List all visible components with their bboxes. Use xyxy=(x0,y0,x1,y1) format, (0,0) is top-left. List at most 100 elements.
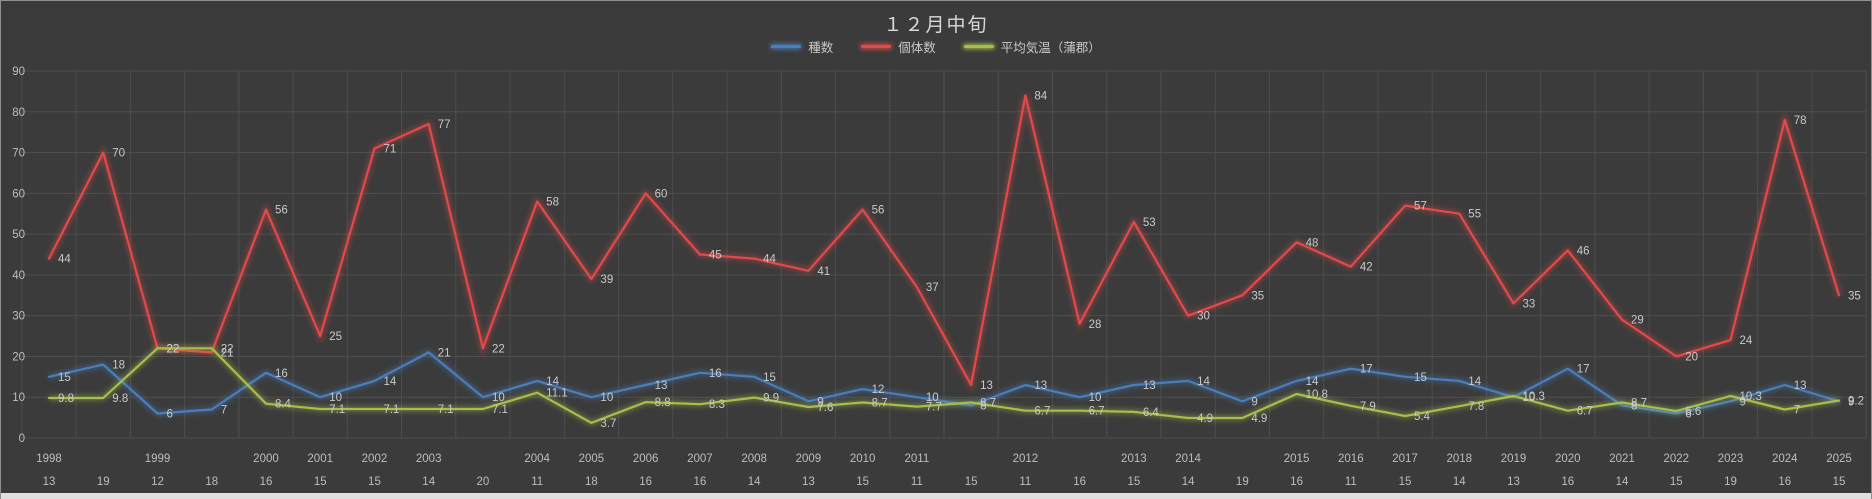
svg-text:40: 40 xyxy=(12,270,25,282)
svg-text:2024: 2024 xyxy=(1772,453,1798,465)
series-line-個体数 xyxy=(46,94,1842,393)
svg-text:2019: 2019 xyxy=(1501,453,1527,465)
svg-text:41: 41 xyxy=(817,266,830,278)
svg-text:22: 22 xyxy=(166,343,179,355)
svg-text:14: 14 xyxy=(1616,476,1629,488)
svg-text:30: 30 xyxy=(1197,311,1210,323)
svg-text:25: 25 xyxy=(329,331,342,343)
svg-text:1998: 1998 xyxy=(36,453,62,465)
svg-text:20: 20 xyxy=(477,476,490,488)
svg-text:2023: 2023 xyxy=(1718,453,1744,465)
svg-text:15: 15 xyxy=(368,476,381,488)
svg-text:19: 19 xyxy=(1724,476,1737,488)
series-line-種数 xyxy=(47,349,1841,417)
svg-text:2017: 2017 xyxy=(1392,453,1418,465)
svg-text:77: 77 xyxy=(438,119,451,131)
svg-text:19: 19 xyxy=(97,476,110,488)
svg-text:6: 6 xyxy=(166,409,172,421)
svg-text:6.7: 6.7 xyxy=(1577,406,1593,418)
svg-text:3.7: 3.7 xyxy=(600,418,616,430)
svg-text:7.9: 7.9 xyxy=(1360,401,1376,413)
data-labels-種数: 15 18 6 7 16 10 14 21 10 14 10 13 16 15 9 12 10 8 13 10 13 14… xyxy=(58,347,1854,420)
svg-text:10: 10 xyxy=(600,392,613,404)
svg-text:16: 16 xyxy=(260,476,273,488)
svg-text:15: 15 xyxy=(856,476,869,488)
svg-text:24: 24 xyxy=(1740,335,1753,347)
svg-text:14: 14 xyxy=(1182,476,1195,488)
svg-text:10: 10 xyxy=(1089,392,1102,404)
svg-text:2009: 2009 xyxy=(796,453,822,465)
svg-text:15: 15 xyxy=(58,372,71,384)
svg-text:9: 9 xyxy=(1251,396,1257,408)
svg-text:14: 14 xyxy=(1197,376,1210,388)
svg-text:2010: 2010 xyxy=(850,453,876,465)
svg-text:8: 8 xyxy=(1631,400,1637,412)
svg-text:8.7: 8.7 xyxy=(1631,398,1647,410)
svg-text:8: 8 xyxy=(980,400,986,412)
chart-legend: 種数 個体数 平均気温（蒲郡） xyxy=(1,37,1871,56)
svg-text:10: 10 xyxy=(12,392,25,404)
svg-text:15: 15 xyxy=(1833,476,1846,488)
svg-text:35: 35 xyxy=(1251,290,1264,302)
svg-text:2022: 2022 xyxy=(1663,453,1689,465)
svg-text:7.1: 7.1 xyxy=(329,404,345,416)
svg-text:14: 14 xyxy=(383,376,396,388)
svg-text:8.7: 8.7 xyxy=(980,398,996,410)
svg-text:14: 14 xyxy=(546,376,559,388)
svg-text:2007: 2007 xyxy=(687,453,713,465)
svg-text:7.1: 7.1 xyxy=(383,404,399,416)
svg-text:13: 13 xyxy=(802,476,815,488)
svg-text:18: 18 xyxy=(112,360,125,372)
y-axis-labels: 0 10 20 30 40 50 60 70 80 90 xyxy=(12,66,25,445)
svg-text:16: 16 xyxy=(1561,476,1574,488)
x-axis-labels: 1998 13 19 1999 12 18 2000 16 2001 15 2002 15 2003 14… xyxy=(36,453,1852,488)
svg-text:22: 22 xyxy=(166,343,179,355)
svg-text:4.9: 4.9 xyxy=(1251,413,1267,425)
svg-text:10: 10 xyxy=(926,392,939,404)
data-labels-平均気温（蒲郡）: 9.8 9.8 22 22 8.4 7.1 7.1 7.1 7.1 11.1 3.7 8.8 8.3 9.… xyxy=(58,343,1864,430)
svg-text:60: 60 xyxy=(12,188,25,200)
svg-text:35: 35 xyxy=(1848,290,1861,302)
svg-text:46: 46 xyxy=(1577,245,1590,257)
svg-text:15: 15 xyxy=(1670,476,1683,488)
svg-text:6.6: 6.6 xyxy=(1685,406,1701,418)
window-bottom-edge xyxy=(1,493,1871,499)
svg-text:9: 9 xyxy=(1740,396,1746,408)
svg-text:56: 56 xyxy=(275,205,288,217)
svg-text:13: 13 xyxy=(1794,380,1807,392)
svg-text:11: 11 xyxy=(911,476,923,488)
svg-text:14: 14 xyxy=(1453,476,1466,488)
svg-text:8.7: 8.7 xyxy=(872,398,888,410)
svg-text:8.3: 8.3 xyxy=(709,399,725,411)
svg-text:78: 78 xyxy=(1794,115,1807,127)
svg-text:58: 58 xyxy=(546,196,559,208)
svg-text:9: 9 xyxy=(1848,396,1854,408)
svg-text:2020: 2020 xyxy=(1555,453,1581,465)
svg-text:17: 17 xyxy=(1577,364,1590,376)
svg-text:2001: 2001 xyxy=(307,453,333,465)
svg-text:18: 18 xyxy=(585,476,598,488)
svg-text:37: 37 xyxy=(926,282,939,294)
svg-text:2021: 2021 xyxy=(1609,453,1635,465)
legend-item-平均気温（蒲郡）: 平均気温（蒲郡） xyxy=(963,37,1101,56)
svg-text:2000: 2000 xyxy=(253,453,279,465)
svg-text:2005: 2005 xyxy=(579,453,605,465)
svg-text:15: 15 xyxy=(1399,476,1412,488)
svg-text:13: 13 xyxy=(655,380,668,392)
svg-text:60: 60 xyxy=(655,188,668,200)
svg-text:2016: 2016 xyxy=(1338,453,1364,465)
svg-text:80: 80 xyxy=(12,107,25,119)
svg-text:18: 18 xyxy=(205,476,218,488)
svg-text:21: 21 xyxy=(438,347,451,359)
svg-text:1999: 1999 xyxy=(145,453,171,465)
legend-line-swatch xyxy=(963,45,994,48)
svg-text:10: 10 xyxy=(1523,392,1536,404)
svg-text:4.9: 4.9 xyxy=(1197,413,1213,425)
svg-text:14: 14 xyxy=(422,476,435,488)
svg-text:2018: 2018 xyxy=(1447,453,1473,465)
svg-text:2006: 2006 xyxy=(633,453,659,465)
legend-item-個体数: 個体数 xyxy=(861,37,936,56)
svg-text:70: 70 xyxy=(112,148,125,160)
svg-text:15: 15 xyxy=(1127,476,1140,488)
